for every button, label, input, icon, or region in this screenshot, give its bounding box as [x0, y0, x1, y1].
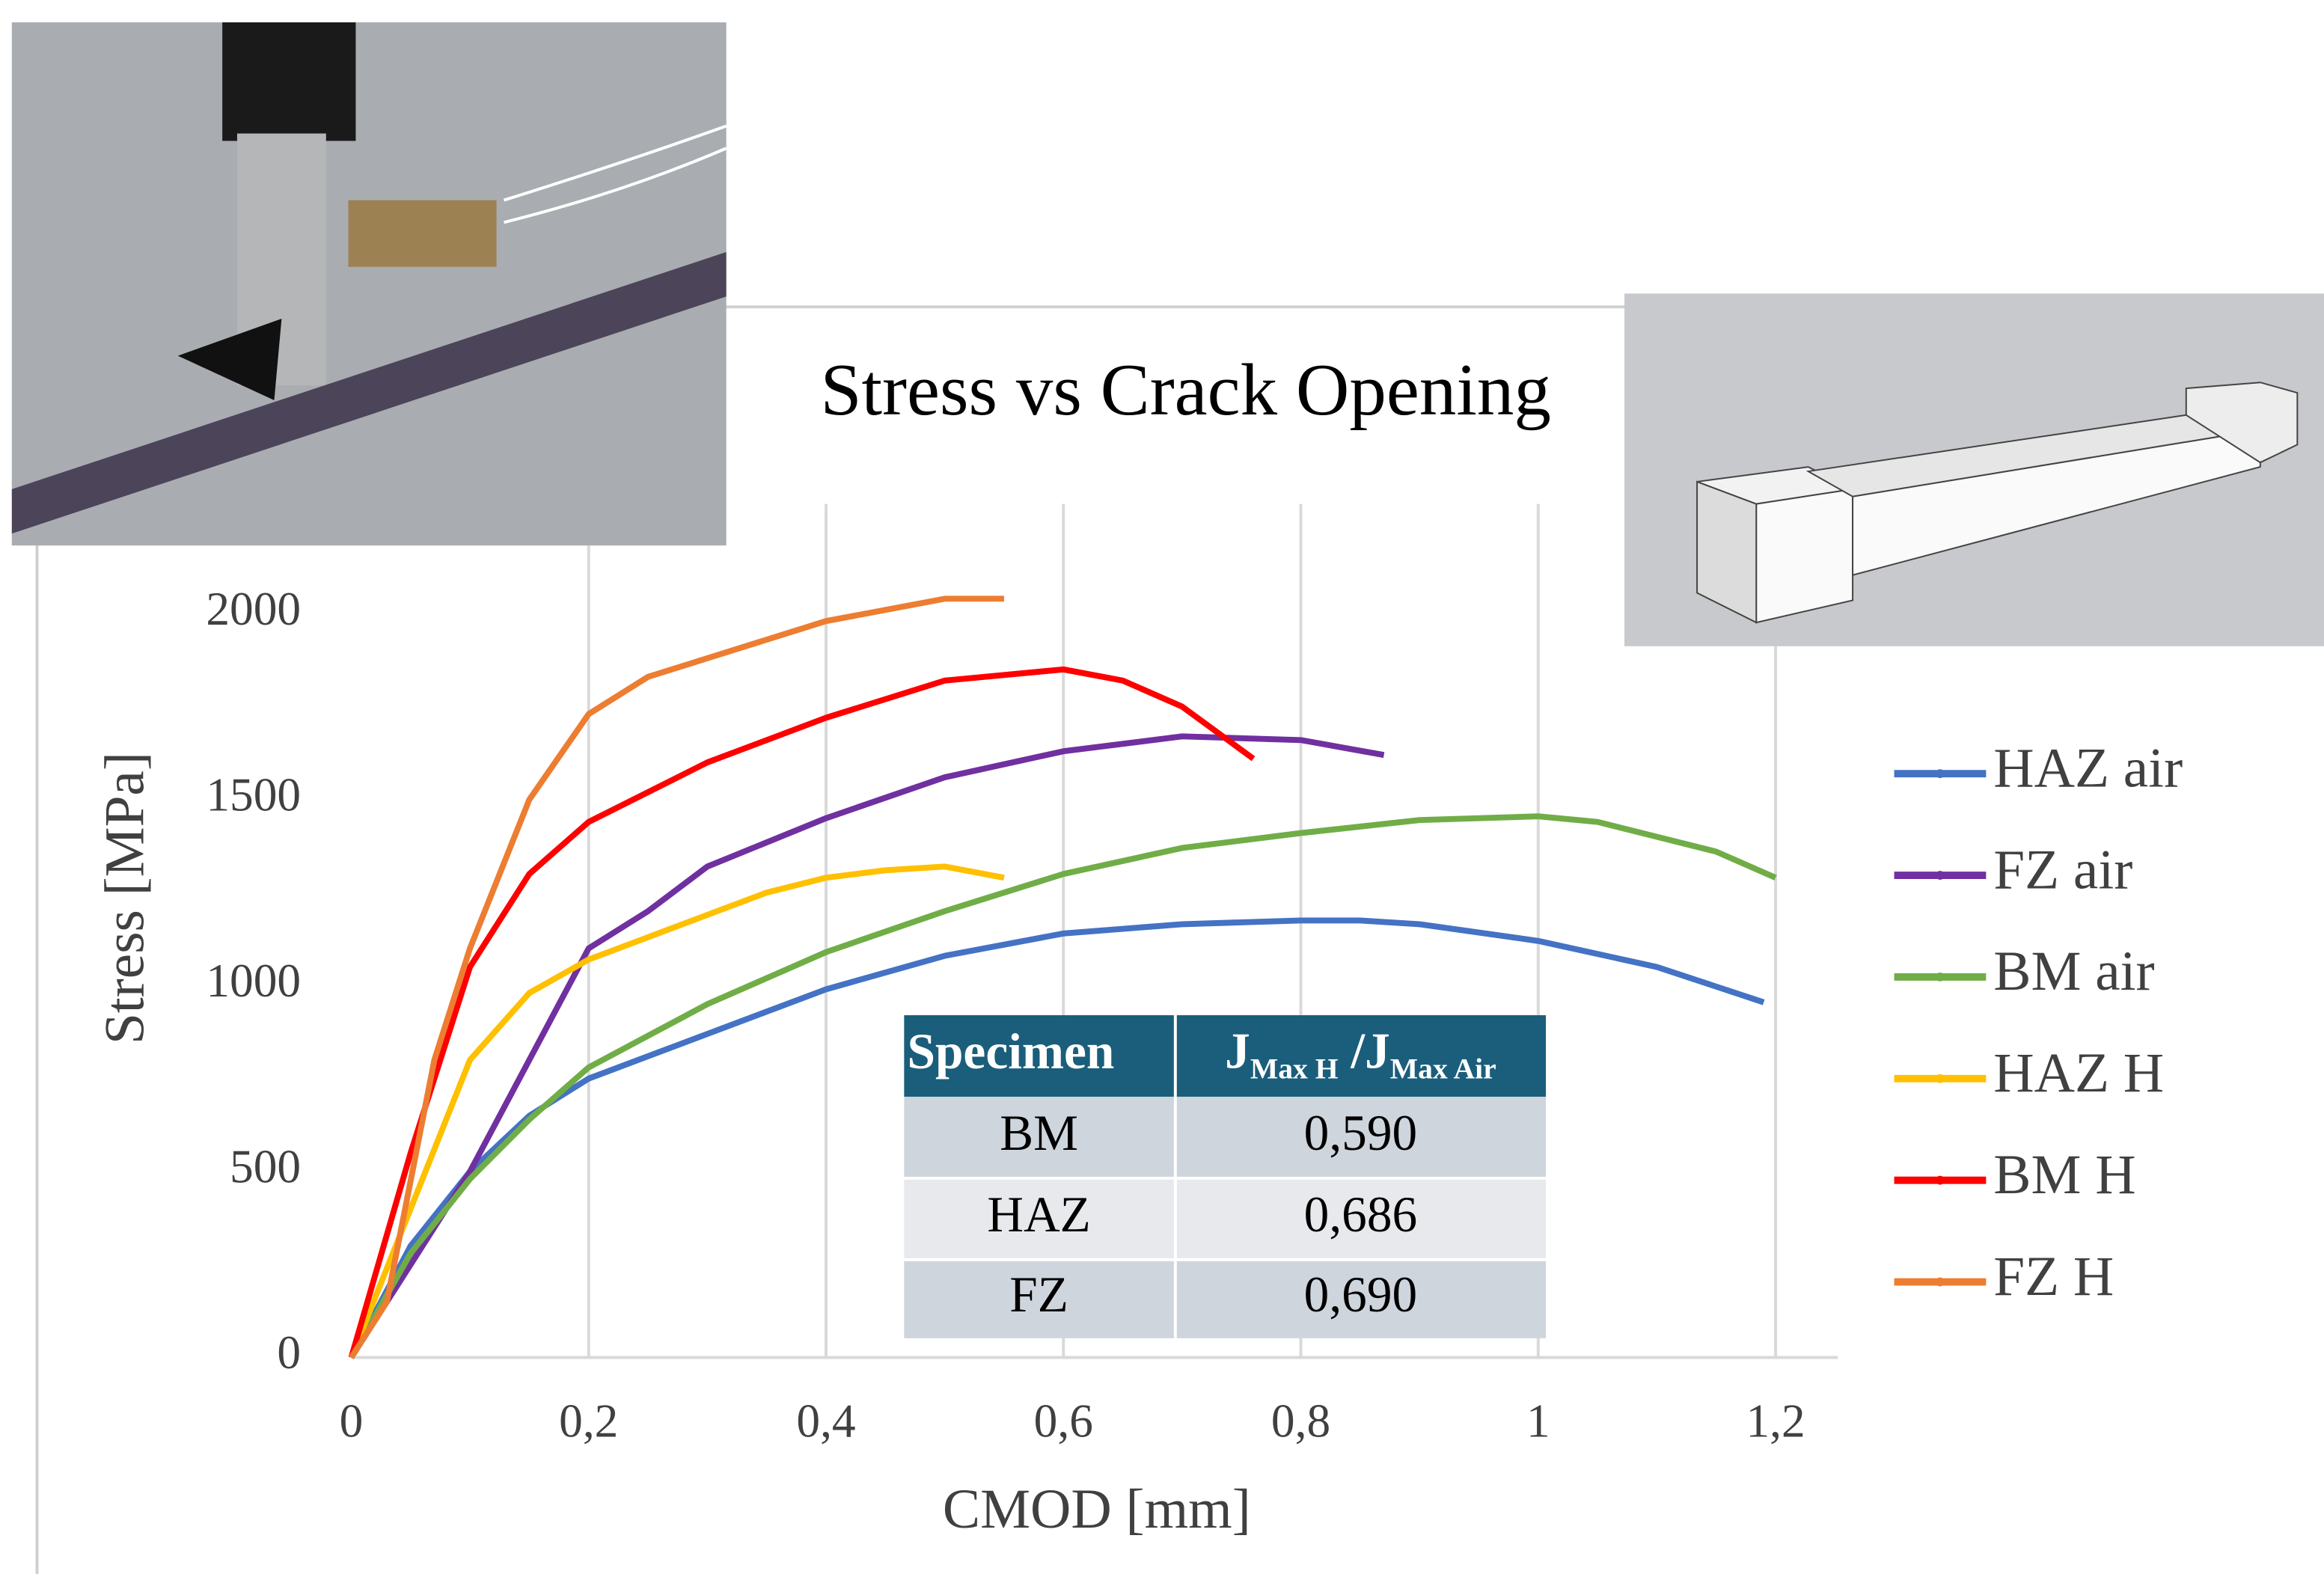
legend-marker: [1936, 973, 1945, 982]
x-axis-label: CMOD [mm]: [943, 1478, 1251, 1540]
legend-marker: [1936, 1278, 1945, 1287]
legend-label: FZ air: [1993, 839, 2132, 901]
x-tick-label: 0,8: [1271, 1394, 1330, 1447]
x-tick-label: 1,2: [1746, 1394, 1805, 1447]
photo-clamp: [222, 22, 355, 141]
legend-label: HAZ air: [1993, 737, 2183, 799]
table-cell: 0,690: [1304, 1267, 1418, 1323]
legend-marker: [1936, 871, 1945, 880]
header-part: /J: [1339, 1023, 1390, 1080]
legend-marker: [1936, 769, 1945, 778]
y-tick-label: 0: [277, 1326, 301, 1379]
x-tick-label: 1: [1526, 1394, 1550, 1447]
y-tick-label: 1000: [206, 955, 301, 1007]
render-block: [1756, 489, 1853, 622]
table-cell: 0,590: [1304, 1105, 1418, 1161]
table-cell: HAZ: [987, 1186, 1090, 1243]
legend-label: BM H: [1993, 1144, 2135, 1206]
photo-gauge: [349, 200, 497, 267]
x-tick-label: 0,4: [796, 1394, 855, 1447]
x-tick-label: 0,6: [1034, 1394, 1093, 1447]
legend-label: HAZ H: [1993, 1042, 2164, 1104]
legend-marker: [1936, 1074, 1945, 1083]
table-row: [904, 1260, 1546, 1338]
legend-label: BM air: [1993, 940, 2154, 1002]
chart-title: Stress vs Crack Opening: [820, 349, 1550, 431]
table-cell: 0,686: [1304, 1186, 1418, 1243]
test-photo: [12, 22, 727, 545]
specimen-render: [1624, 293, 2324, 646]
table-cell: FZ: [1009, 1267, 1068, 1323]
data-table: Specimen JMax H /JMax Air BM 0,590 HAZ 0…: [904, 1015, 1546, 1338]
table-cell: BM: [1000, 1105, 1078, 1161]
y-tick-label: 500: [230, 1141, 301, 1193]
y-tick-label: 2000: [206, 583, 301, 635]
x-tick-label: 0: [340, 1394, 364, 1447]
legend-marker: [1936, 1176, 1945, 1185]
chart: Stress vs Crack Opening CMOD [mm] Stress…: [0, 0, 2324, 1574]
header-part: J: [1225, 1023, 1250, 1080]
table-header-cell: Specimen: [908, 1023, 1115, 1080]
x-tick-label: 0,2: [559, 1394, 618, 1447]
y-axis-label: Stress [MPa]: [94, 752, 156, 1044]
header-part: Max Air: [1390, 1052, 1496, 1085]
header-part: Max H: [1250, 1052, 1339, 1085]
y-tick-label: 1500: [206, 768, 301, 821]
legend-label: FZ H: [1993, 1246, 2114, 1308]
